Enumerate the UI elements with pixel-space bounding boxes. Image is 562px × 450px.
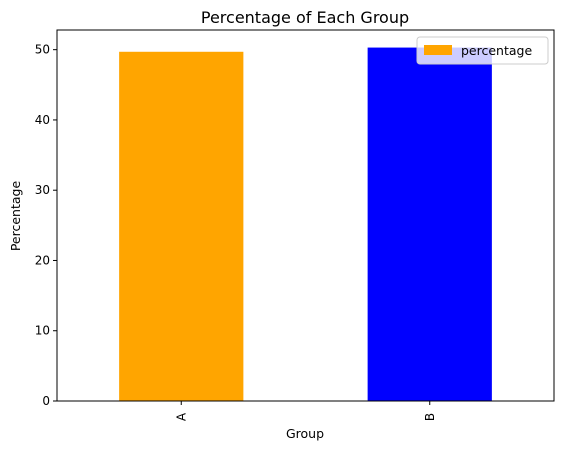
y-axis: 0 10 20 30 40 50 <box>35 43 57 408</box>
legend: percentage <box>416 36 549 65</box>
bar-B <box>367 47 492 402</box>
legend-label: percentage <box>461 43 532 58</box>
y-tick-label: 30 <box>35 183 50 197</box>
plot-frame <box>56 29 555 402</box>
legend-swatch <box>424 45 452 55</box>
y-tick-label: 0 <box>42 394 50 408</box>
x-tick-label: A <box>174 412 188 421</box>
x-axis-label: Group <box>286 426 324 441</box>
y-tick-label: 10 <box>35 324 50 338</box>
legend-box <box>416 36 549 65</box>
y-axis-label: Percentage <box>8 181 23 252</box>
y-tick-label: 40 <box>35 113 50 127</box>
y-tick-label: 50 <box>35 43 50 57</box>
bar-A <box>119 51 244 401</box>
x-tick-label: B <box>423 413 437 421</box>
chart-title: Percentage of Each Group <box>201 8 409 27</box>
y-tick-label: 20 <box>35 253 50 267</box>
bars-group <box>119 47 492 402</box>
